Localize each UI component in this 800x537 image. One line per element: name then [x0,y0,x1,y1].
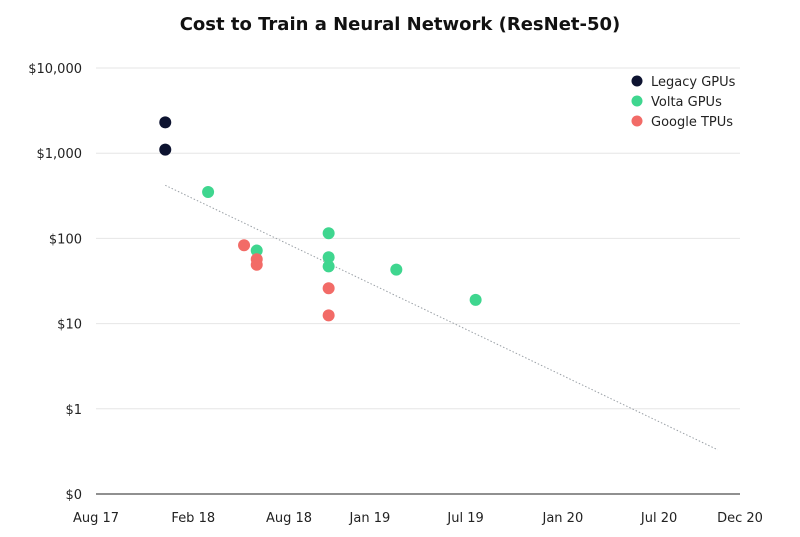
data-points [159,116,482,322]
x-tick-label: Feb 18 [171,511,215,526]
legend-marker [631,95,643,107]
x-tick-label: Aug 18 [266,511,312,526]
y-axis-ticks: $10,000 $1,000 $100 $10 $1 $0 [28,62,82,503]
y-tick-label: $100 [49,232,82,247]
data-point [390,263,403,276]
data-point [250,258,263,271]
x-tick-label: Jan 20 [542,511,584,526]
data-point [322,260,335,273]
y-tick-label: $0 [65,488,82,503]
data-point [202,186,215,199]
legend: Legacy GPUs Volta GPUs Google TPUs [631,75,736,130]
x-tick-label: Jul 20 [640,511,677,526]
y-tick-label: $1,000 [37,147,83,162]
data-point [322,309,335,322]
legend-marker [631,75,643,87]
x-axis-ticks: Aug 17 Feb 18 Aug 18 Jan 19 Jul 19 Jan 20 Jul … [73,511,763,526]
x-tick-label: Dec 20 [717,511,763,526]
trendline [165,184,719,451]
chart-title: Cost to Train a Neural Network (ResNet-5… [180,14,621,35]
data-point [238,239,251,252]
legend-label: Google TPUs [651,115,733,130]
data-point [159,116,172,129]
y-tick-label: $10,000 [28,62,82,77]
trend-line [165,184,719,451]
y-tick-label: $10 [57,318,82,333]
data-point [322,251,335,264]
legend-label: Volta GPUs [651,95,722,110]
legend-label: Legacy GPUs [651,75,736,90]
y-tick-label: $1 [65,403,82,418]
x-tick-label: Jan 19 [349,511,391,526]
data-point [250,244,263,257]
data-point [322,227,335,240]
data-point [159,143,172,156]
x-tick-label: Jul 19 [446,511,483,526]
x-tick-label: Aug 17 [73,511,119,526]
grid-lines [96,67,740,410]
data-point [322,282,335,295]
legend-marker [631,115,643,127]
data-point [469,293,482,306]
